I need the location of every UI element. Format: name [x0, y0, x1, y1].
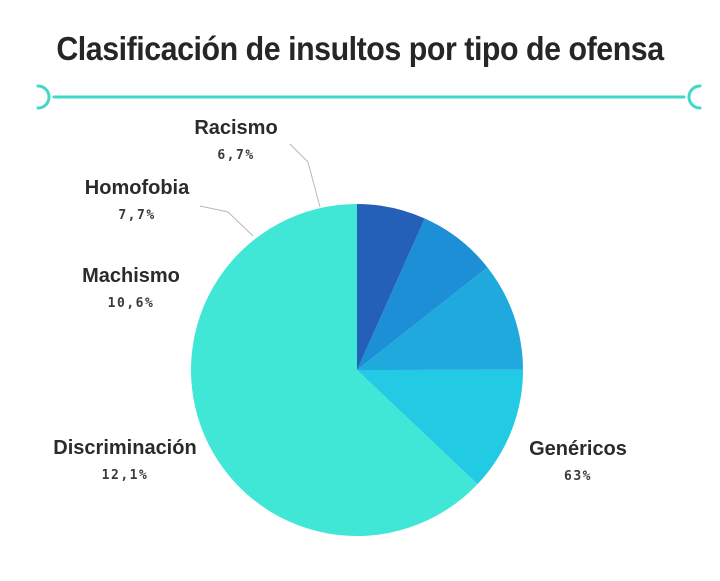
leader-lines [199, 143, 321, 237]
slice-labels: Genéricos 63% Discriminación 12,1% Machismo 1… [53, 117, 627, 484]
leader-line-4 [199, 205, 254, 237]
slice-value-1: 63% [564, 469, 592, 484]
slice-value-4: 7,7% [118, 208, 155, 223]
slice-label-2: Discriminación [53, 437, 196, 459]
pie-slice-genericos [190, 204, 478, 536]
pie-slice-machismo [357, 267, 523, 370]
slice-label-5: Racismo [194, 117, 277, 139]
slice-label-3: Machismo [82, 265, 180, 287]
slice-label-1: Genéricos [529, 438, 627, 460]
pie-slice-racismo [357, 204, 425, 370]
divider-right-bracket [687, 84, 702, 110]
slice-value-3: 10,6% [108, 296, 155, 311]
divider-left-bracket [36, 84, 51, 110]
leader-line-5 [289, 143, 321, 208]
slice-value-2: 12,1% [102, 468, 149, 483]
slice-value-5: 6,7% [217, 148, 254, 163]
slice-label-4: Homofobia [85, 177, 190, 199]
pie-slices [190, 204, 523, 536]
pie-slice-homofobia [357, 218, 488, 370]
chart-title: Clasificación de insultos por tipo de of… [56, 30, 664, 67]
pie-slice-discriminacion [357, 369, 523, 485]
